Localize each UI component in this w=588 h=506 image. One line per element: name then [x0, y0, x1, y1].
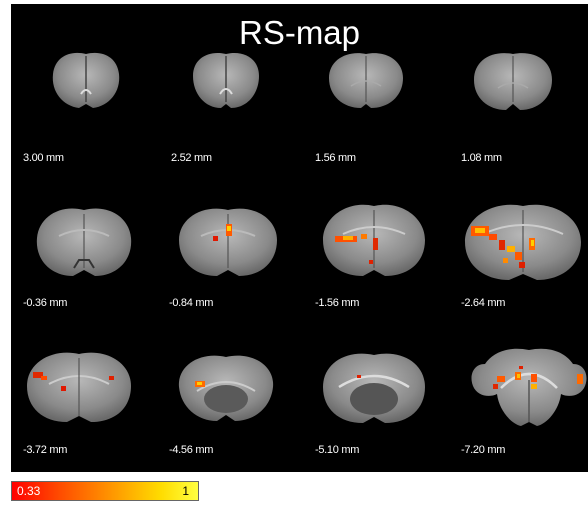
brain-slice-12-image: [471, 348, 587, 426]
brain-slice-figure: RS-map: [11, 4, 588, 472]
slice-label-5: -0.36 mm: [23, 297, 68, 309]
brain-slice-7-image: [323, 204, 425, 276]
colorbar-min-label: 0.33: [17, 484, 41, 498]
brain-slice-6-image: [179, 208, 277, 276]
brain-slice-3-image: [329, 53, 403, 108]
brain-slice-5-image: [36, 208, 132, 276]
slice-label-4: 1.08 mm: [461, 152, 502, 164]
slice-label-3: 1.56 mm: [315, 152, 356, 164]
brain-slice-8-image: [465, 204, 581, 280]
colorbar-max-label: 1: [182, 484, 189, 498]
brain-slice-4-image: [474, 53, 552, 110]
brain-slice-11-image: [323, 353, 425, 423]
colorbar: 0.33 1: [11, 481, 199, 501]
slice-label-8: -2.64 mm: [461, 297, 506, 309]
brain-slice-1-image: [52, 52, 120, 108]
slice-label-9: -3.72 mm: [23, 444, 68, 456]
slice-label-7: -1.56 mm: [315, 297, 360, 309]
brain-slice-2-image: [193, 52, 259, 108]
slice-label-1: 3.00 mm: [23, 152, 64, 164]
slice-label-11: -5.10 mm: [315, 444, 360, 456]
slice-label-12: -7.20 mm: [461, 444, 506, 456]
figure-title: RS-map: [238, 14, 361, 51]
slice-label-10: -4.56 mm: [169, 444, 214, 456]
brain-slice-10-image: [178, 355, 274, 421]
slice-label-2: 2.52 mm: [171, 152, 212, 164]
brain-slice-9-image: [27, 352, 131, 422]
slice-label-6: -0.84 mm: [169, 297, 214, 309]
